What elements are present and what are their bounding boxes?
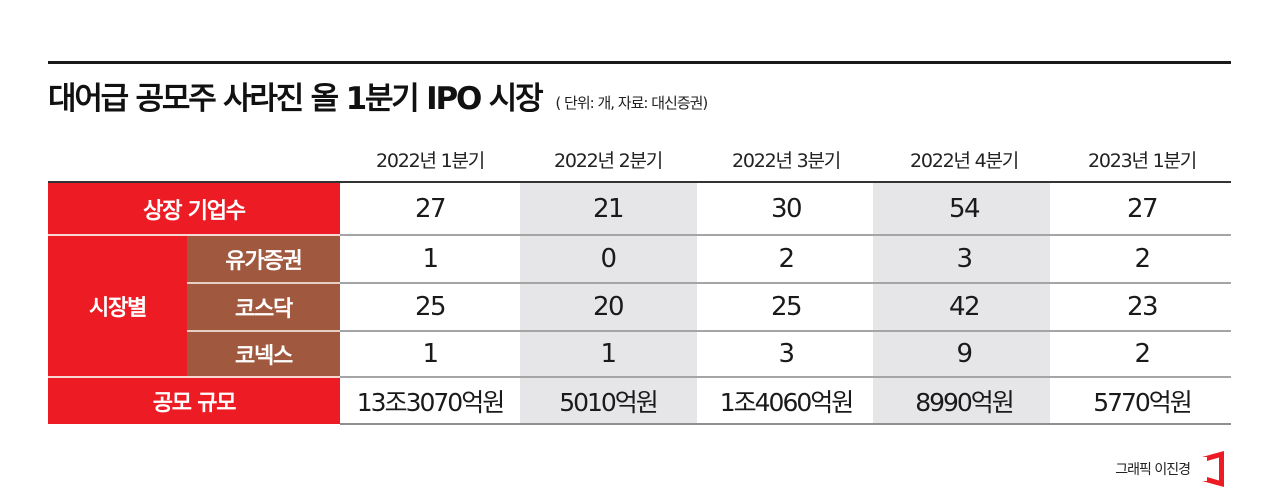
column-header: 2022년 1분기 [375,150,485,172]
table-cell: 54 [948,193,981,224]
table-row-kosdaq: 25 20 25 42 23 [341,284,1231,330]
table-cell: 1 [600,339,617,369]
chart-title: 대어급 공모주 사라진 올 1분기 IPO 시장 [48,81,544,117]
table-cell: 30 [770,193,803,224]
table-row-offering-size: 13조3070억원 5010억원 1조4060억원 8990억원 5770억원 [341,378,1231,423]
table-cell: 25 [414,292,447,322]
table-cell: 1 [422,339,439,369]
table-cell: 1조4060억원 [719,387,855,417]
table-cell: 21 [592,193,625,224]
table-cell: 20 [592,292,625,322]
table-cell: 3 [956,244,973,274]
row-label-listed-companies: 상장 기업수 [48,183,340,234]
row-divider [340,330,1231,332]
bracket-logo-icon [1202,451,1224,487]
title-row: 대어급 공모주 사라진 올 1분기 IPO 시장 ( 단위: 개, 자료: 대신… [48,74,708,118]
column-header: 2023년 1분기 [1087,150,1197,172]
table-cell: 9 [956,339,973,369]
credit-text: 그래픽 이진경 [1115,462,1191,478]
table-cell: 5770억원 [1093,387,1193,417]
column-header: 2022년 2분기 [553,150,663,172]
table-cell: 1 [422,244,439,274]
column-header: 2022년 3분기 [731,150,841,172]
row-label-kospi: 유가증권 [187,236,340,282]
label-divider [48,376,340,378]
table-cell: 25 [770,292,803,322]
column-stripe [520,183,697,424]
row-divider [340,376,1231,378]
column-stripe [873,183,1050,424]
label-divider [187,330,340,332]
label-divider [48,234,340,236]
ipo-data-table: 상장 기업수 시장별 유가증권 코스닥 코넥스 공모 규모 27 21 30 5… [48,181,1231,425]
label-divider [187,282,340,284]
table-cell: 8990억원 [915,387,1015,417]
column-header: 2022년 4분기 [909,150,1019,172]
row-divider [340,282,1231,284]
row-label-konex: 코넥스 [187,332,340,376]
table-row-kospi: 1 0 2 3 2 [341,236,1231,282]
table-cell: 5010억원 [559,387,659,417]
table-cell: 0 [600,244,617,274]
row-label-block: 상장 기업수 시장별 유가증권 코스닥 코넥스 공모 규모 [48,183,340,424]
table-bottom-border [340,423,1231,425]
row-label-kosdaq: 코스닥 [187,284,340,330]
table-row-listed: 27 21 30 54 27 [341,183,1231,234]
table-cell: 2 [778,244,795,274]
table-cell: 27 [1126,193,1159,224]
table-cell: 2 [1134,244,1151,274]
chart-subtitle: ( 단위: 개, 자료: 대신증권) [555,94,708,112]
table-cell: 42 [948,292,981,322]
column-headers: 2022년 1분기 2022년 2분기 2022년 3분기 2022년 4분기 … [341,140,1231,182]
row-label-offering-size: 공모 규모 [48,378,340,424]
row-label-by-market: 시장별 [48,236,187,376]
table-cell: 23 [1126,292,1159,322]
table-cell: 13조3070억원 [356,387,505,417]
row-divider [340,234,1231,236]
table-cell: 2 [1134,339,1151,369]
graphic-credit: 그래픽 이진경 [1115,449,1226,489]
top-rule-divider [48,61,1231,64]
table-cell: 27 [414,193,447,224]
table-cell: 3 [778,339,795,369]
table-row-konex: 1 1 3 9 2 [341,332,1231,376]
